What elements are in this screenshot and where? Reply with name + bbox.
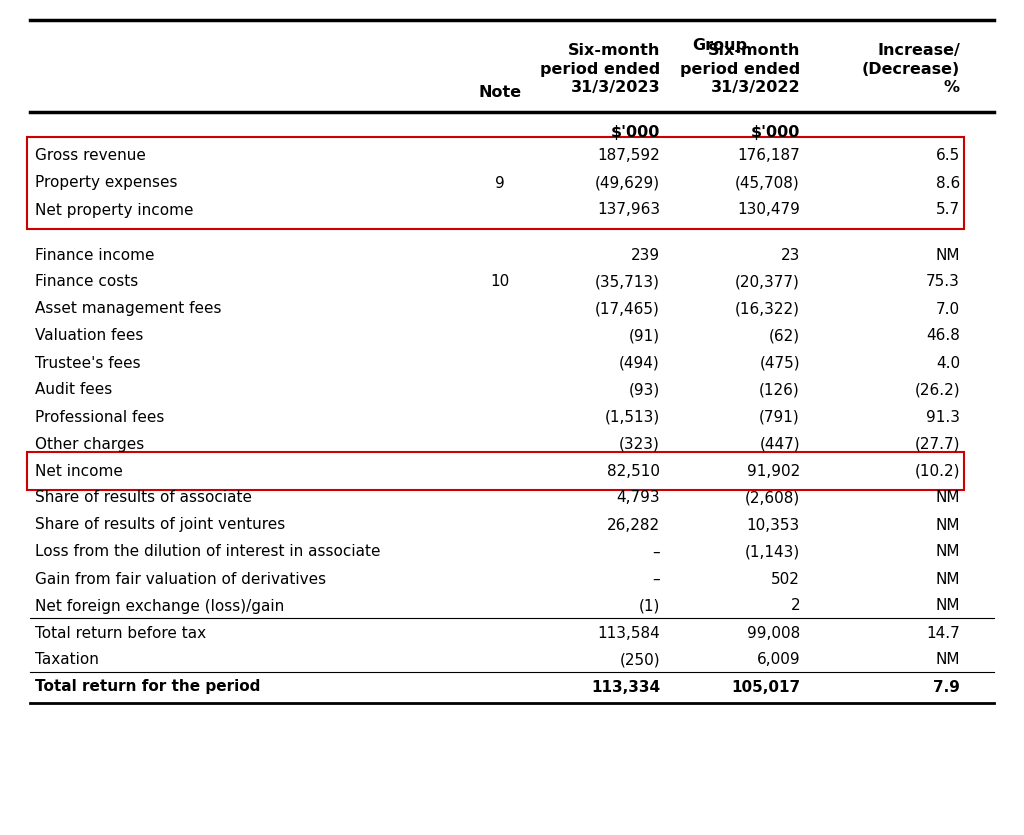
Text: 99,008: 99,008	[746, 625, 800, 640]
Text: $'000: $'000	[610, 125, 660, 140]
Text: Increase/
(Decrease)
%: Increase/ (Decrease) %	[862, 43, 961, 95]
Text: Valuation fees: Valuation fees	[35, 328, 143, 343]
Text: 8.6: 8.6	[936, 175, 961, 190]
Text: Share of results of joint ventures: Share of results of joint ventures	[35, 518, 286, 533]
Text: NM: NM	[936, 247, 961, 262]
Text: (26.2): (26.2)	[914, 382, 961, 397]
Text: (62): (62)	[769, 328, 800, 343]
Text: 130,479: 130,479	[737, 203, 800, 217]
Text: Six-month
period ended
31/3/2023: Six-month period ended 31/3/2023	[540, 43, 660, 95]
Text: 113,584: 113,584	[597, 625, 660, 640]
Text: –: –	[652, 544, 660, 559]
Bar	[27, 137, 964, 229]
Text: Group: Group	[692, 38, 748, 53]
Text: (323): (323)	[620, 437, 660, 452]
Text: Professional fees: Professional fees	[35, 409, 165, 424]
Text: 7.0: 7.0	[936, 301, 961, 316]
Text: 10,353: 10,353	[746, 518, 800, 533]
Text: Asset management fees: Asset management fees	[35, 301, 221, 316]
Text: Note: Note	[478, 85, 521, 100]
Text: (10.2): (10.2)	[914, 463, 961, 478]
Text: Taxation: Taxation	[35, 652, 99, 667]
Text: 23: 23	[780, 247, 800, 262]
Text: (1): (1)	[639, 599, 660, 614]
Text: 502: 502	[771, 571, 800, 586]
Text: 26,282: 26,282	[607, 518, 660, 533]
Text: 4.0: 4.0	[936, 356, 961, 371]
Text: NM: NM	[936, 571, 961, 586]
Text: (250): (250)	[620, 652, 660, 667]
Text: Share of results of associate: Share of results of associate	[35, 490, 252, 505]
Text: NM: NM	[936, 544, 961, 559]
Text: (475): (475)	[760, 356, 800, 371]
Text: Finance costs: Finance costs	[35, 275, 138, 290]
Text: 137,963: 137,963	[597, 203, 660, 217]
Text: Total return for the period: Total return for the period	[35, 680, 260, 695]
Text: 176,187: 176,187	[737, 149, 800, 164]
Text: Trustee's fees: Trustee's fees	[35, 356, 140, 371]
Text: $'000: $'000	[751, 125, 800, 140]
Text: Other charges: Other charges	[35, 437, 144, 452]
Text: (1,143): (1,143)	[744, 544, 800, 559]
Text: (494): (494)	[620, 356, 660, 371]
Text: 187,592: 187,592	[597, 149, 660, 164]
Text: 105,017: 105,017	[731, 680, 800, 695]
Text: Gross revenue: Gross revenue	[35, 149, 145, 164]
Text: 91,902: 91,902	[746, 463, 800, 478]
Text: Net foreign exchange (loss)/gain: Net foreign exchange (loss)/gain	[35, 599, 285, 614]
Text: (91): (91)	[629, 328, 660, 343]
Text: 239: 239	[631, 247, 660, 262]
Text: (35,713): (35,713)	[595, 275, 660, 290]
Text: 6.5: 6.5	[936, 149, 961, 164]
Text: (45,708): (45,708)	[735, 175, 800, 190]
Text: Finance income: Finance income	[35, 247, 155, 262]
Text: 6,009: 6,009	[757, 652, 800, 667]
Text: (1,513): (1,513)	[605, 409, 660, 424]
Text: (126): (126)	[759, 382, 800, 397]
Text: (20,377): (20,377)	[735, 275, 800, 290]
Text: NM: NM	[936, 518, 961, 533]
Text: Loss from the dilution of interest in associate: Loss from the dilution of interest in as…	[35, 544, 381, 559]
Text: 113,334: 113,334	[591, 680, 660, 695]
Text: (791): (791)	[759, 409, 800, 424]
Text: 82,510: 82,510	[607, 463, 660, 478]
Text: –: –	[652, 571, 660, 586]
Text: (447): (447)	[760, 437, 800, 452]
Text: 75.3: 75.3	[926, 275, 961, 290]
Text: 2: 2	[791, 599, 800, 614]
Text: Audit fees: Audit fees	[35, 382, 113, 397]
Text: NM: NM	[936, 490, 961, 505]
Text: 46.8: 46.8	[926, 328, 961, 343]
Text: 9: 9	[496, 175, 505, 190]
Text: 5.7: 5.7	[936, 203, 961, 217]
Text: 10: 10	[490, 275, 510, 290]
Text: Property expenses: Property expenses	[35, 175, 177, 190]
Text: 4,793: 4,793	[616, 490, 660, 505]
Text: Six-month
period ended
31/3/2022: Six-month period ended 31/3/2022	[680, 43, 800, 95]
Text: 91.3: 91.3	[926, 409, 961, 424]
Text: (2,608): (2,608)	[744, 490, 800, 505]
Text: (16,322): (16,322)	[735, 301, 800, 316]
Text: (93): (93)	[629, 382, 660, 397]
Text: NM: NM	[936, 599, 961, 614]
Text: 14.7: 14.7	[927, 625, 961, 640]
Bar	[27, 452, 964, 490]
Text: Gain from fair valuation of derivatives: Gain from fair valuation of derivatives	[35, 571, 326, 586]
Text: (49,629): (49,629)	[595, 175, 660, 190]
Text: (17,465): (17,465)	[595, 301, 660, 316]
Text: Net income: Net income	[35, 463, 123, 478]
Text: Total return before tax: Total return before tax	[35, 625, 206, 640]
Text: (27.7): (27.7)	[914, 437, 961, 452]
Text: 7.9: 7.9	[933, 680, 961, 695]
Text: Net property income: Net property income	[35, 203, 194, 217]
Text: NM: NM	[936, 652, 961, 667]
